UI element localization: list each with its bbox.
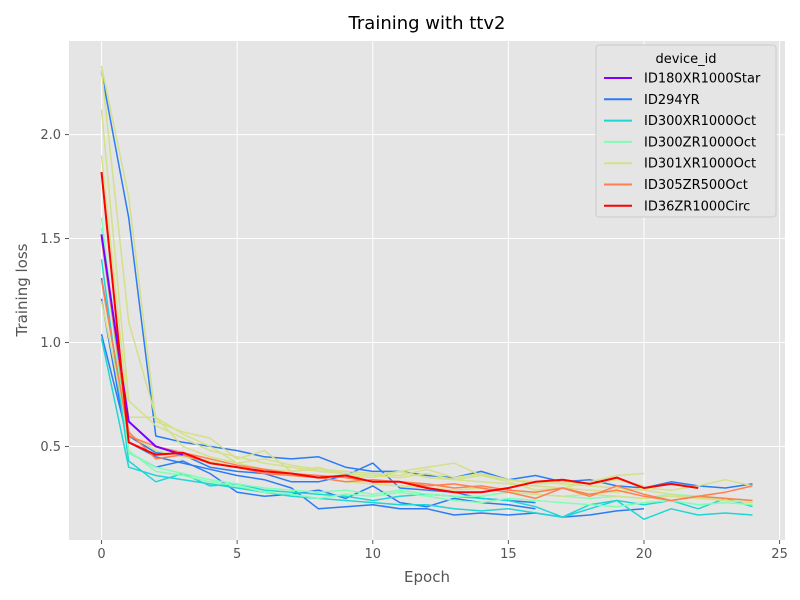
x-tick-label: 25 [771, 547, 788, 562]
chart-title: Training with ttv2 [348, 13, 506, 34]
x-tick-label: 0 [97, 547, 105, 562]
y-axis-label: Training loss [13, 243, 31, 337]
legend-entry-label: ID294YR [644, 93, 700, 108]
x-tick-label: 20 [636, 547, 653, 562]
series-layer [100, 65, 753, 520]
legend-entry-label: ID36ZR1000Circ [644, 199, 750, 214]
x-tick-label: 15 [500, 547, 517, 562]
series-ID180XR1000Star [100, 234, 184, 456]
series-line [100, 298, 536, 510]
tick-labels: 0 5 10 15 20 25 0.5 1.0 1.5 2.0 [40, 128, 788, 562]
legend: device_id ID180XR1000Star ID294YR ID300XR1… [595, 44, 777, 218]
y-tick-label: 0.5 [40, 440, 61, 455]
series-line [100, 279, 753, 502]
legend-entry-label: ID300XR1000Oct [644, 114, 756, 129]
x-axis-label: Epoch [404, 568, 450, 586]
series-line [100, 217, 753, 508]
legend-entry-label: ID305ZR500Oct [644, 178, 748, 193]
series-line [100, 234, 184, 456]
x-tick-label: 10 [364, 547, 381, 562]
series-line [100, 338, 753, 520]
x-tick-label: 5 [233, 547, 241, 562]
legend-box [595, 44, 777, 218]
legend-entry-label: ID301XR1000Oct [644, 157, 756, 172]
legend-entry-label: ID180XR1000Star [644, 72, 761, 87]
legend-entry-label: ID300ZR1000Oct [644, 135, 756, 150]
legend-title: device_id [655, 52, 716, 67]
y-tick-label: 1.5 [40, 232, 61, 247]
series-line [100, 155, 753, 504]
y-tick-label: 1.0 [40, 336, 61, 351]
series-line [100, 171, 699, 494]
y-tick-label: 2.0 [40, 128, 61, 143]
series-ID36ZR1000Circ [100, 171, 699, 494]
